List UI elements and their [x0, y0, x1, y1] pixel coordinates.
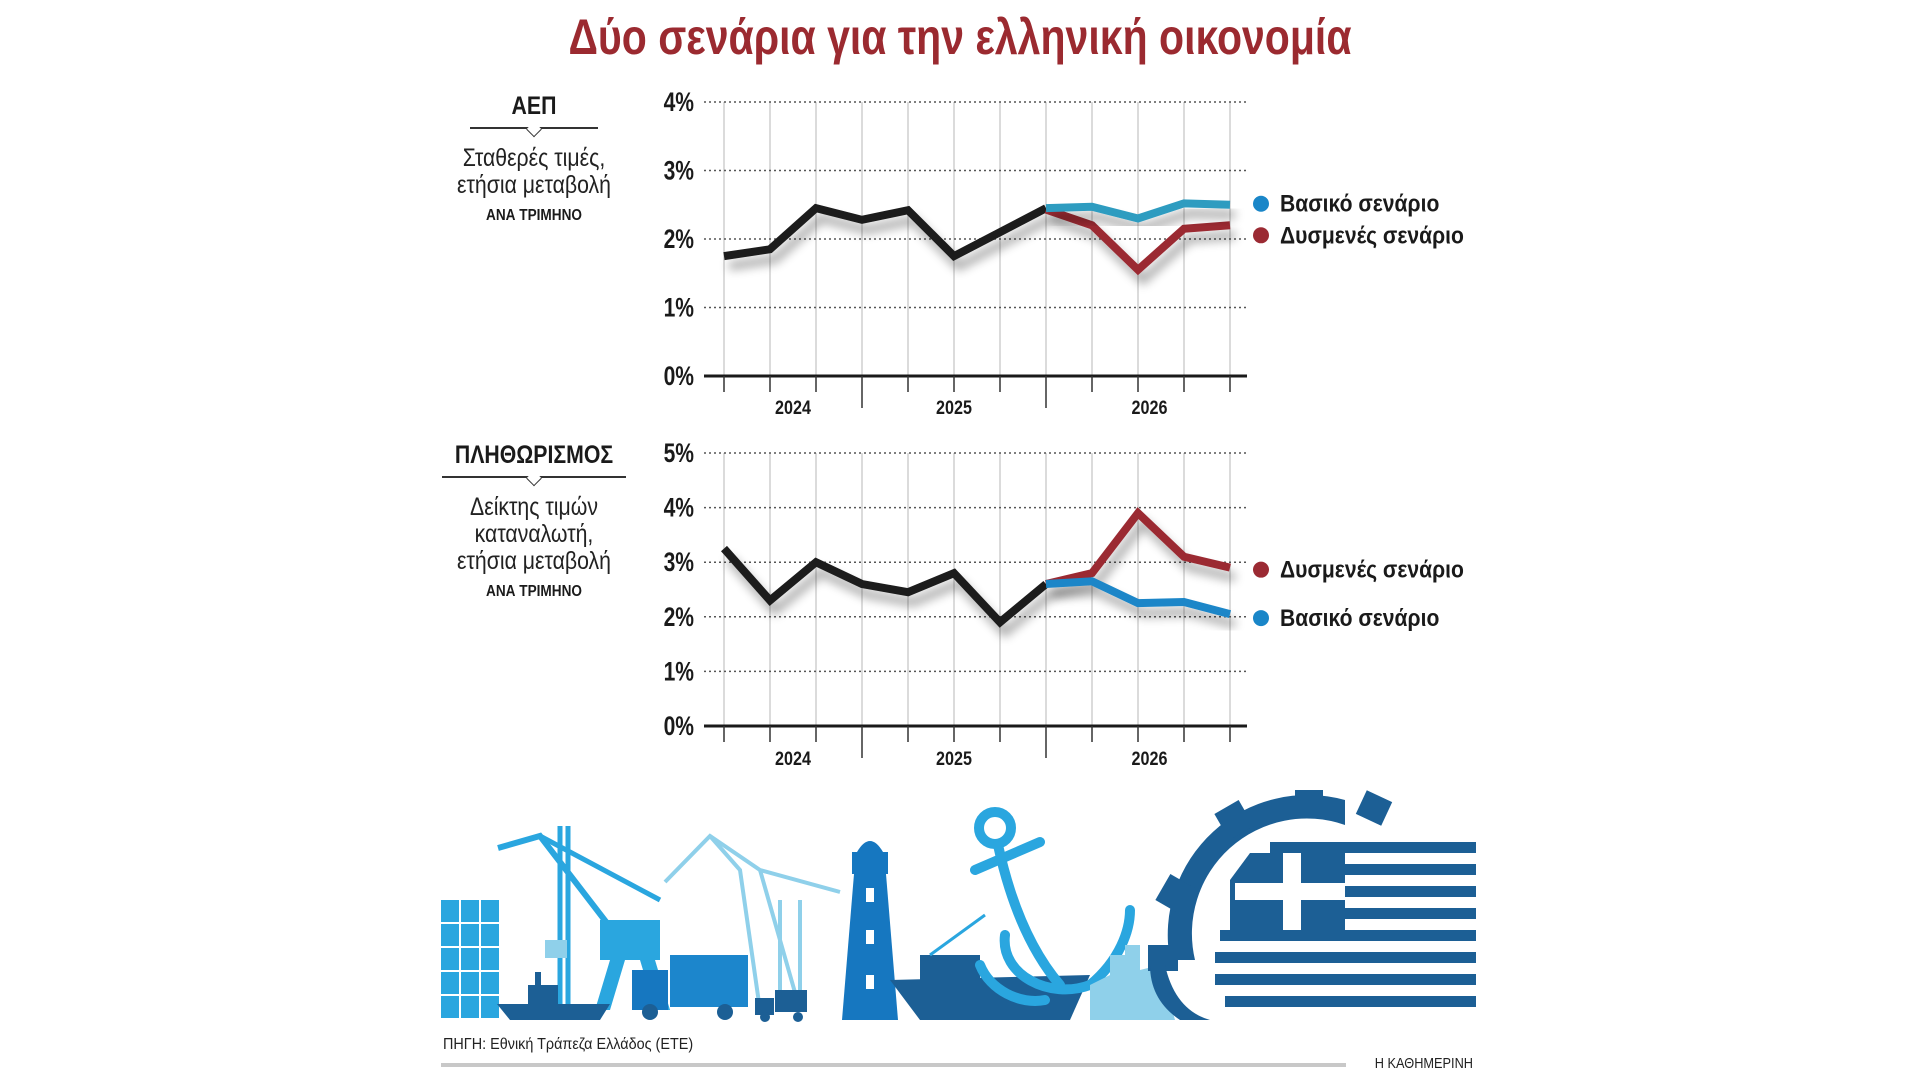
- legend-label-base: Βασικό σενάριο: [1280, 605, 1439, 632]
- history-line: [723, 203, 1048, 262]
- inflation-chart: 0% 1% 2% 3% 4% 5% 2024 2025 2026 Δυσμενές σενάριο…: [664, 439, 1464, 770]
- base-line: [1045, 577, 1232, 618]
- y-tick-label: 1%: [664, 657, 694, 687]
- legend-label-adverse: Δυσμενές σενάριο: [1280, 222, 1464, 249]
- x-tick-label: 2025: [936, 397, 972, 419]
- y-tick-label: 2%: [664, 225, 694, 255]
- inflation-subtitle-2: καταναλωτή,: [474, 519, 594, 548]
- gear-icon: [1148, 790, 1393, 1020]
- truck-icon: [755, 990, 807, 1022]
- base-line: [1045, 199, 1231, 223]
- x-tick-label: 2026: [1132, 748, 1168, 770]
- gdp-subtitle-1: Σταθερές τιμές,: [462, 143, 606, 172]
- legend-dot-adverse: [1253, 227, 1269, 244]
- legend-label-adverse: Δυσμενές σενάριο: [1280, 556, 1464, 583]
- publisher-logo: Η ΚΑΘΗΜΕΡΙΝΗ: [1374, 1055, 1473, 1072]
- factory-icon: [1090, 945, 1175, 1020]
- crane-icon: [497, 826, 662, 1010]
- x-tick-label: 2024: [775, 748, 811, 770]
- y-tick-label: 4%: [664, 88, 694, 118]
- inflation-panel-title: ΠΛΗΘΩΡΙΣΜΟΣ: [454, 441, 614, 469]
- y-tick-label: 5%: [664, 439, 694, 469]
- lighthouse-icon: [842, 841, 898, 1020]
- gdp-panel-label: ΑΕΠ Σταθερές τιμές, ετήσια μεταβολή ΑΝΑ …: [424, 92, 644, 225]
- y-tick-label: 0%: [664, 712, 694, 742]
- gdp-chart: 0% 1% 2% 3% 4% 2024 2025 2026 Βασικό σενάριο Δυσμ…: [664, 88, 1464, 419]
- inflation-panel-label: ΠΛΗΘΩΡΙΣΜΟΣ Δείκτης τιμών καταναλωτή, ετ…: [424, 441, 644, 601]
- gdp-subtitle-2: ετήσια μεταβολή: [457, 170, 611, 199]
- history-line: [721, 545, 1049, 628]
- y-tick-label: 2%: [664, 602, 694, 632]
- inflation-subtitle-3: ετήσια μεταβολή: [457, 546, 611, 575]
- truck-icon: [632, 955, 748, 1020]
- infographic-title: Δύο σενάρια για την ελληνική οικονομία: [568, 9, 1352, 65]
- source-note: ΠΗΓΗ: Εθνική Τράπεζα Ελλάδος (ΕΤΕ): [443, 1036, 694, 1053]
- legend-label-base: Βασικό σενάριο: [1280, 191, 1439, 218]
- containers-icon: [441, 900, 499, 1018]
- inflation-period: ΑΝΑ ΤΡΙΜΗΝΟ: [486, 582, 582, 600]
- ship-icon: [890, 913, 1090, 1020]
- adverse-line: [1045, 507, 1231, 588]
- legend-dot-adverse: [1253, 561, 1269, 578]
- anchor-icon: [970, 807, 1135, 1006]
- legend-dot-base: [1253, 610, 1269, 627]
- x-tick-label: 2025: [936, 748, 972, 770]
- boat-icon: [497, 972, 610, 1020]
- divider-pointer: [442, 476, 626, 478]
- y-tick-label: 4%: [664, 493, 694, 523]
- footer-divider: [441, 1063, 1346, 1067]
- inflation-subtitle-1: Δείκτης τιμών: [470, 492, 598, 521]
- adverse-line: [1044, 205, 1231, 276]
- y-tick-label: 3%: [664, 156, 694, 186]
- divider-pointer: [470, 127, 598, 129]
- y-tick-label: 3%: [664, 548, 694, 578]
- gdp-period: ΑΝΑ ΤΡΙΜΗΝΟ: [486, 206, 582, 224]
- y-tick-label: 1%: [664, 293, 694, 323]
- legend-dot-base: [1253, 195, 1269, 212]
- gdp-panel-title: ΑΕΠ: [511, 92, 557, 120]
- y-tick-label: 0%: [664, 362, 694, 392]
- greek-flag-icon: [1215, 842, 1476, 1007]
- x-tick-label: 2024: [775, 397, 811, 419]
- x-tick-label: 2026: [1132, 397, 1168, 419]
